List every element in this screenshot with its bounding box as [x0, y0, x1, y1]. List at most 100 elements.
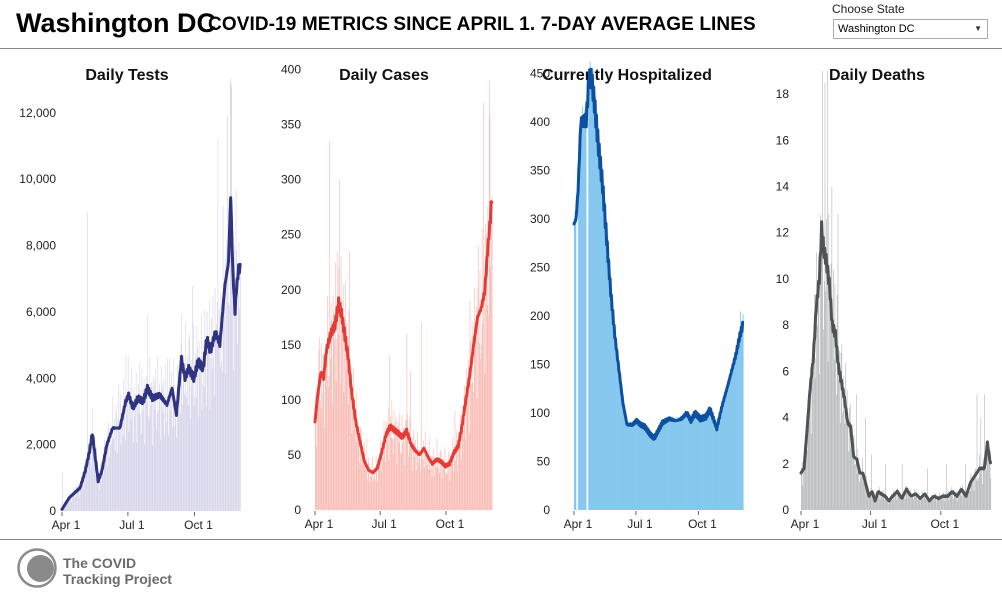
daily-cases-bar [443, 467, 445, 510]
daily-cases-bar [446, 459, 448, 510]
currently-hospitalized-bar [659, 429, 660, 510]
daily-deaths-bar [880, 493, 882, 510]
daily-tests-bar [80, 483, 81, 511]
daily-deaths-bar [868, 490, 869, 510]
currently-hospitalized-bar [682, 413, 684, 510]
currently-hospitalized-bar [601, 171, 603, 510]
daily-tests-bar [75, 497, 76, 511]
currently-hospitalized-bars [574, 61, 744, 511]
daily-cases-bar [403, 427, 404, 510]
daily-tests-bar [187, 355, 188, 511]
currently-hospitalized-bar [626, 420, 628, 510]
currently-hospitalized-bar [646, 428, 648, 510]
daily-cases-bar [466, 399, 468, 510]
daily-tests-bar [126, 413, 128, 511]
daily-deaths-bar [936, 501, 937, 510]
daily-tests-bar [209, 409, 211, 511]
currently-hospitalized-bar [680, 415, 681, 510]
daily-tests-bar [97, 478, 99, 511]
daily-deaths-bar [963, 491, 965, 510]
daily-cases-bar [322, 353, 324, 510]
daily-deaths-bar [965, 463, 966, 510]
currently-hospitalized-bar [654, 434, 656, 510]
daily-cases-bar [375, 479, 376, 510]
currently-hospitalized-bar [706, 415, 708, 510]
currently-hospitalized-bar [674, 418, 676, 510]
daily-cases-bar [319, 337, 320, 510]
daily-deaths-bar [968, 483, 969, 510]
daily-tests-bar [195, 398, 197, 511]
daily-deaths-bar [904, 493, 905, 510]
daily-cases-bar [463, 385, 465, 510]
daily-cases-bar [428, 437, 430, 510]
daily-deaths-bar [802, 485, 804, 510]
daily-cases-bar [418, 462, 419, 510]
daily-cases-bar [330, 358, 331, 510]
daily-deaths-bar [862, 458, 863, 510]
daily-cases-bar [486, 304, 488, 510]
daily-cases-bar [410, 437, 412, 510]
daily-tests-bar [141, 368, 143, 511]
daily-cases-bar [454, 410, 456, 510]
currently-hospitalized-bar [716, 425, 718, 510]
daily-cases-bar [407, 414, 408, 510]
currently-hospitalized-bar [585, 117, 587, 510]
currently-hospitalized-bar [722, 398, 724, 510]
daily-tests-bar [207, 349, 209, 511]
daily-tests-bar [219, 367, 221, 511]
daily-cases-bar [350, 365, 352, 510]
daily-deaths-bar [903, 493, 904, 510]
daily-tests-bar [187, 405, 189, 511]
daily-deaths-bar [939, 493, 940, 510]
daily-tests-bar [65, 504, 67, 511]
daily-deaths-bar [884, 500, 885, 510]
daily-cases-bar [376, 465, 378, 510]
daily-cases-bar [443, 467, 444, 510]
daily-cases-bar [385, 420, 387, 510]
daily-cases-bar [339, 179, 340, 510]
daily-tests-bar [90, 433, 91, 511]
currently-hospitalized-bar [663, 421, 665, 510]
daily-cases-bar [359, 461, 360, 510]
currently-hospitalized-bar [578, 188, 579, 510]
currently-hospitalized-bar [710, 407, 712, 510]
currently-hospitalized-bar [625, 416, 627, 510]
daily-tests-bar [201, 314, 202, 511]
currently-hospitalized-bar [707, 412, 709, 510]
daily-cases-bar [344, 333, 345, 510]
daily-deaths-bar [977, 481, 979, 510]
currently-hospitalized-bar [667, 417, 669, 510]
currently-hospitalized-y-tick-label: 300 [530, 212, 550, 226]
daily-tests-bar [68, 496, 70, 511]
daily-deaths-bar [930, 494, 932, 510]
daily-deaths-average-line [799, 220, 992, 503]
state-select[interactable]: Washington DC ▼ [833, 19, 988, 39]
daily-deaths-bar [853, 434, 855, 510]
daily-deaths-bar [825, 291, 827, 510]
currently-hospitalized-bar [718, 419, 720, 510]
currently-hospitalized-bar [584, 110, 586, 510]
daily-cases-bar [367, 479, 368, 510]
daily-cases-bar [382, 443, 383, 510]
currently-hospitalized-bar [579, 142, 581, 510]
daily-cases-bar [485, 224, 486, 511]
daily-deaths-bar [847, 412, 849, 510]
daily-deaths-bar [949, 491, 951, 510]
daily-cases-bar [389, 355, 391, 510]
daily-cases-bar [327, 387, 329, 510]
daily-deaths-bar [950, 495, 952, 510]
daily-tests-bar [77, 485, 79, 511]
daily-tests-bar [170, 410, 172, 511]
daily-deaths-y-tick-label: 0 [782, 503, 789, 517]
daily-deaths-bar [842, 412, 843, 510]
daily-tests-bar [108, 422, 109, 511]
daily-tests-bar [140, 433, 142, 511]
currently-hospitalized-bar [620, 376, 622, 510]
currently-hospitalized-bar [692, 415, 694, 510]
daily-cases-bar [395, 416, 397, 510]
daily-deaths-bar [859, 468, 861, 510]
daily-deaths-bar [931, 499, 933, 510]
daily-deaths-bar [801, 467, 802, 510]
daily-cases-bar [345, 281, 346, 510]
daily-cases-bars [315, 80, 493, 511]
